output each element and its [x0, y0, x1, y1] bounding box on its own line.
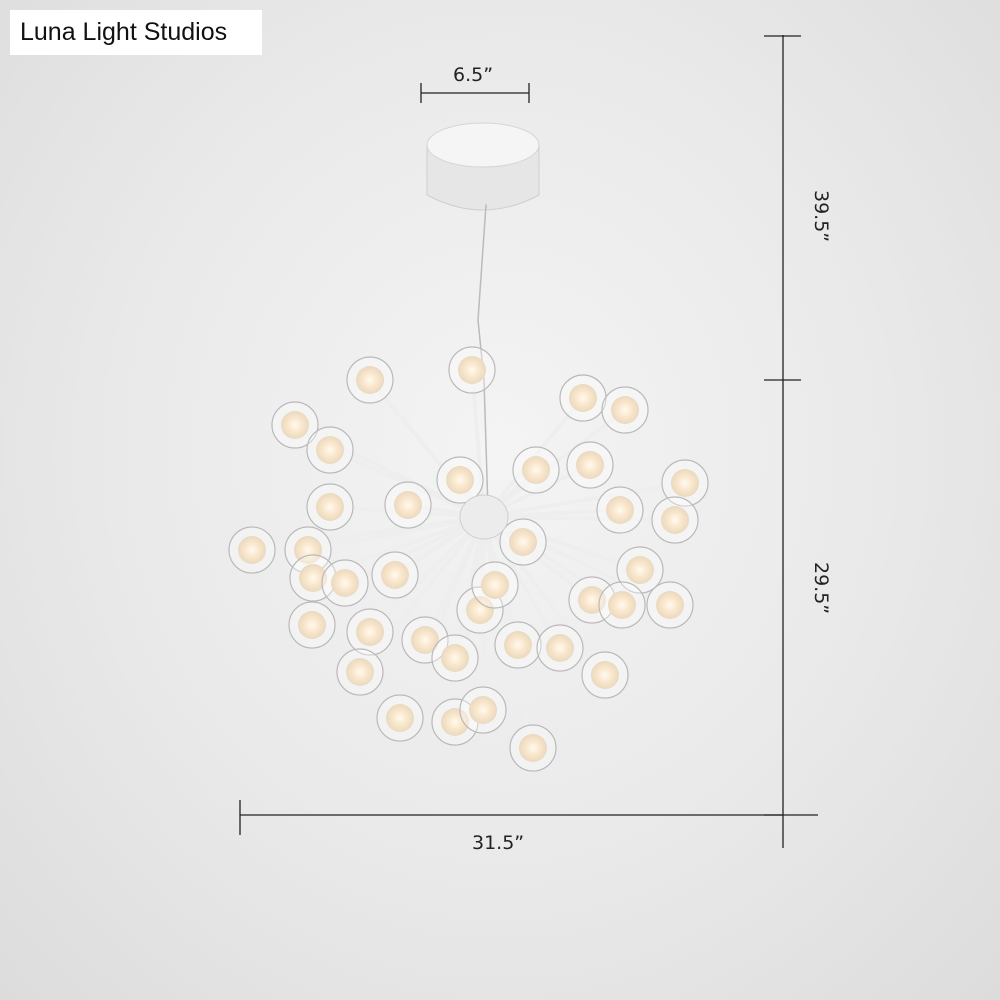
cord-length-label: 39.5” [810, 190, 832, 243]
glass-globe [596, 486, 644, 534]
canopy-width-label: 6.5” [453, 64, 494, 86]
glass-globe [646, 581, 694, 629]
fixture-height-label: 29.5” [810, 562, 832, 615]
ceiling-canopy [426, 122, 540, 211]
glass-globe [288, 601, 336, 649]
branch-arm [398, 515, 486, 720]
glass-globe [536, 624, 584, 672]
glass-globe [431, 634, 479, 682]
branch-arm [358, 515, 486, 674]
branch-arm [482, 515, 677, 522]
branch-arm [482, 515, 562, 650]
branch-arm [482, 515, 607, 677]
fixture-width-label: 31.5” [472, 832, 525, 854]
glass-globe [651, 496, 699, 544]
glass-globe [559, 374, 607, 422]
glass-globe [459, 686, 507, 734]
center-hub [459, 494, 509, 540]
glass-globe [661, 459, 709, 507]
branch-arm [328, 448, 486, 519]
glass-globe [499, 518, 547, 566]
glass-globe [271, 401, 319, 449]
glass-globe [448, 346, 496, 394]
glass-globe [512, 446, 560, 494]
glass-globe [566, 441, 614, 489]
glass-globe [321, 559, 369, 607]
branch-arm [482, 408, 627, 519]
glass-globe [401, 616, 449, 664]
branch-arm [368, 515, 486, 634]
glass-globe [384, 481, 432, 529]
brand-label: Luna Light Studios [10, 10, 262, 55]
glass-globe [376, 694, 424, 742]
glass-globes [228, 346, 709, 772]
branch-arm [482, 481, 687, 519]
glass-globe [436, 456, 484, 504]
glass-globe [581, 651, 629, 699]
branch-arm [368, 378, 486, 519]
branch-arm [453, 515, 486, 724]
glass-globe [306, 426, 354, 474]
branch-arm [306, 515, 486, 552]
glass-globe [336, 648, 384, 696]
glass-globe [371, 551, 419, 599]
branch-arm [470, 368, 486, 519]
glass-globe [598, 581, 646, 629]
glass-globe [346, 356, 394, 404]
glass-globe [509, 724, 557, 772]
branch-arm [343, 515, 486, 585]
branch-arm [482, 515, 642, 572]
glass-globe [346, 608, 394, 656]
glass-globe [494, 621, 542, 669]
glass-globe [289, 554, 337, 602]
glass-globe [471, 561, 519, 609]
glass-globe [431, 698, 479, 746]
dimension-lines [239, 35, 818, 848]
glass-globe [306, 483, 354, 531]
branch-arm [311, 515, 486, 580]
glass-globe [616, 546, 664, 594]
glass-globe [228, 526, 276, 574]
glass-globe [601, 386, 649, 434]
